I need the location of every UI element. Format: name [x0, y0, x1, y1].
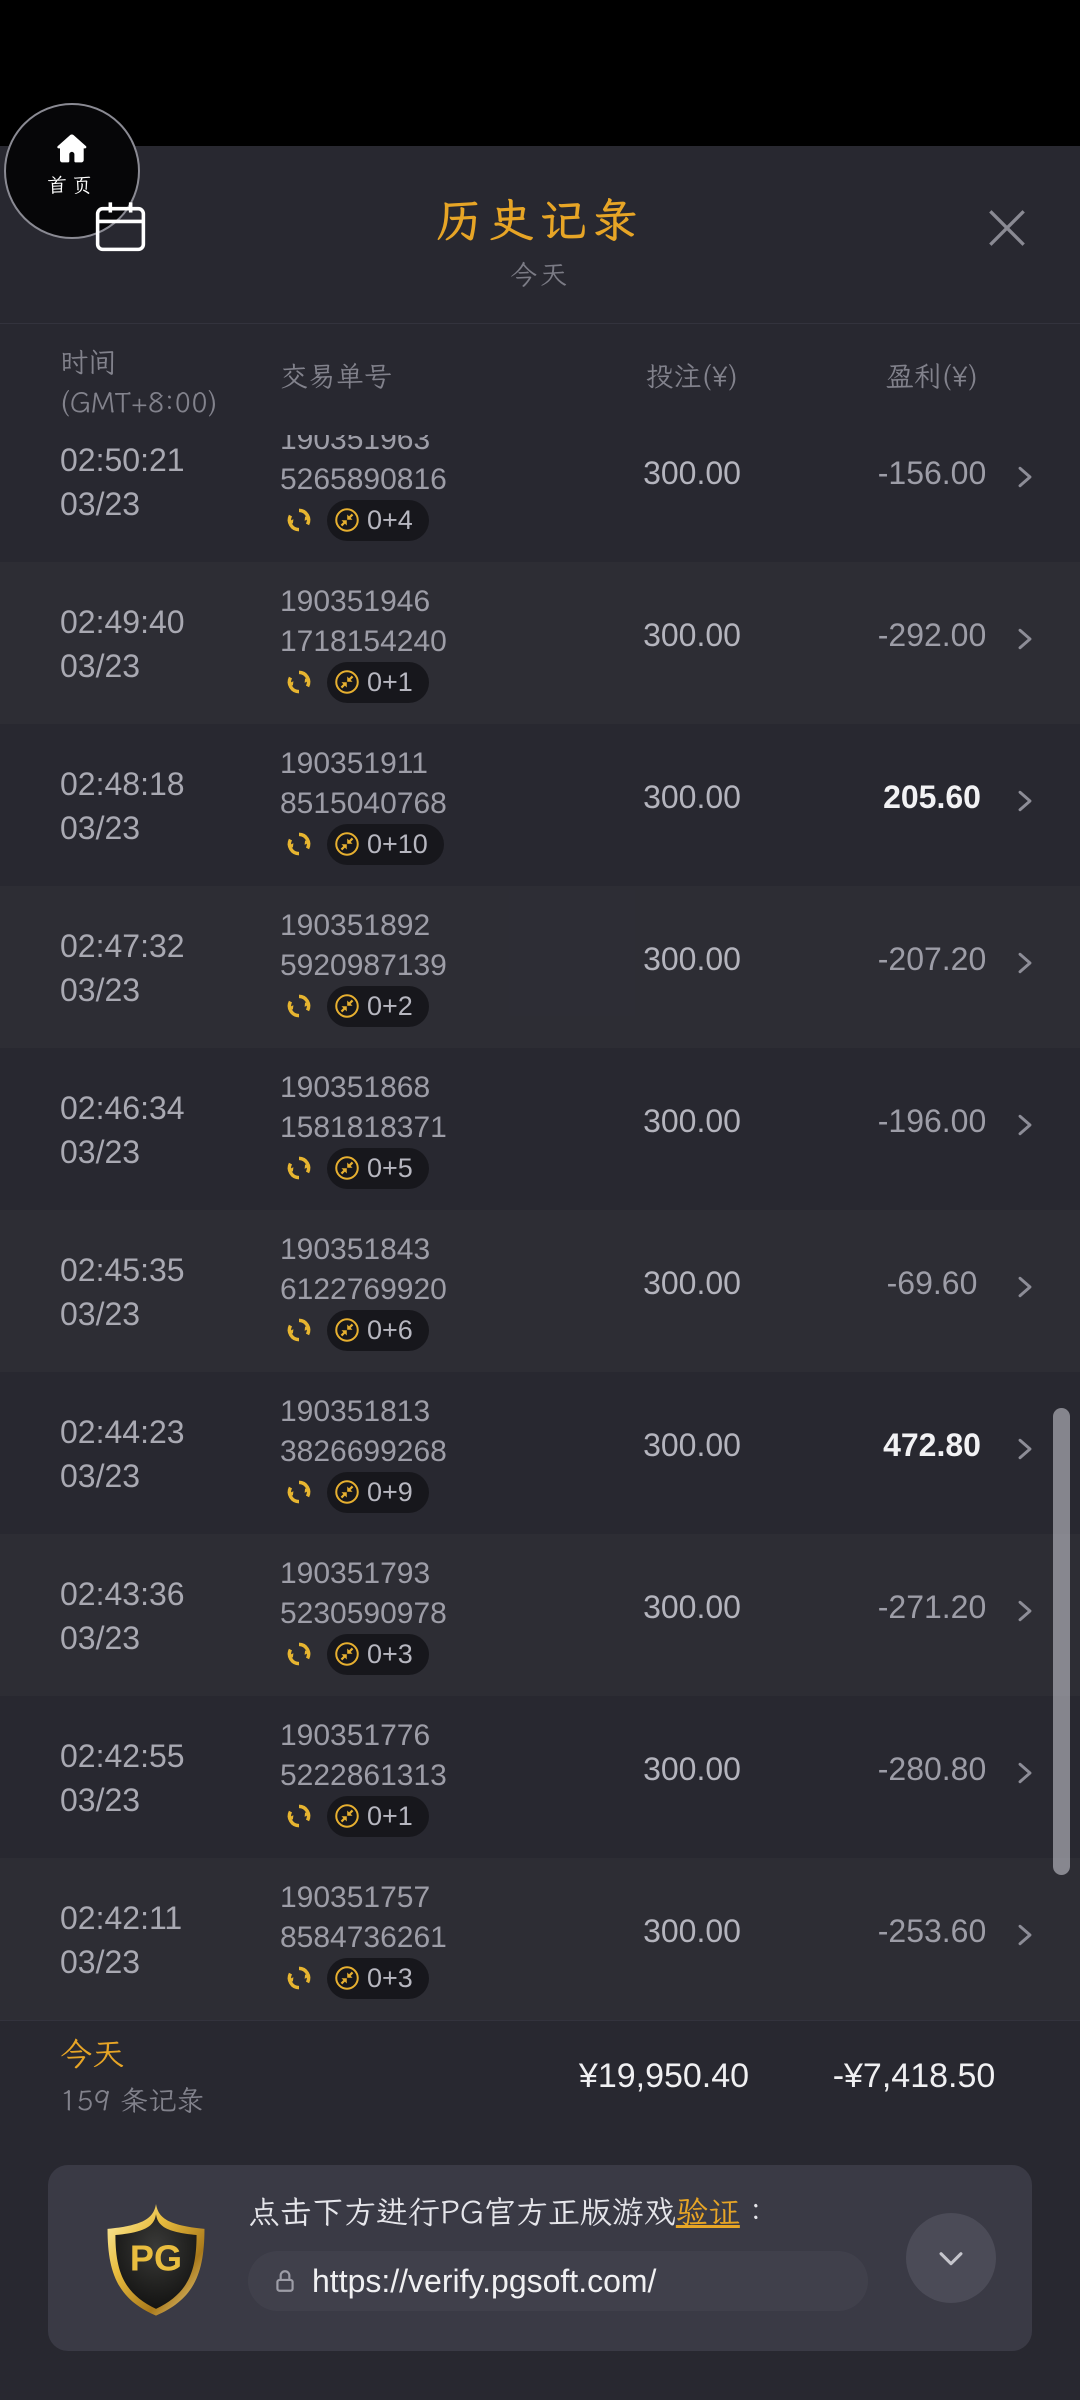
- svg-text:PG: PG: [130, 2238, 182, 2279]
